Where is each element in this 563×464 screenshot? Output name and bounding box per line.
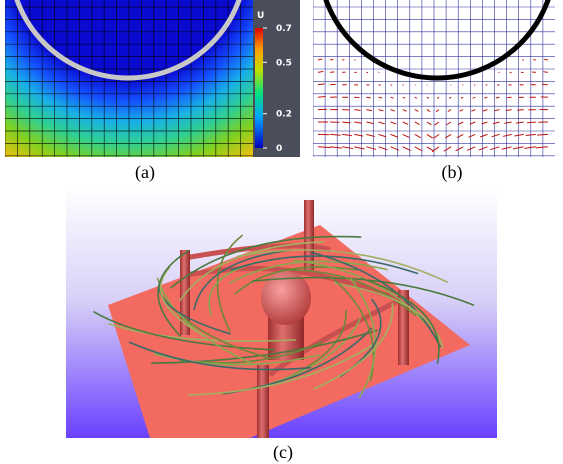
vector (318, 97, 326, 98)
colorbar-tick-label: 0.2 (276, 110, 292, 120)
caption: (a) (135, 162, 155, 183)
vector (527, 122, 536, 123)
vector (542, 84, 548, 85)
panel-a (5, 0, 253, 157)
colorbar-title: U (257, 11, 264, 21)
vector (537, 134, 548, 135)
vector (330, 72, 334, 73)
figure: U 0 0.2 0.5 0.7 (a) (b) (c) (0, 0, 563, 464)
colorbar-tick-label: 0.5 (276, 58, 292, 68)
figure-svg: U 0 0.2 0.5 0.7 (a) (b) (c) (0, 0, 563, 464)
vector (507, 97, 511, 98)
colorbar-tick-label: 0.7 (276, 24, 292, 34)
vector (366, 97, 370, 98)
colorbar-tick-label: 0 (276, 144, 282, 154)
colorbar (255, 28, 263, 148)
caption: (b) (442, 162, 463, 183)
caption: (c) (273, 442, 293, 463)
vector (543, 72, 548, 73)
vector (517, 110, 524, 111)
vector (330, 59, 333, 60)
panel-c (66, 188, 497, 438)
panel-b (313, 0, 555, 157)
